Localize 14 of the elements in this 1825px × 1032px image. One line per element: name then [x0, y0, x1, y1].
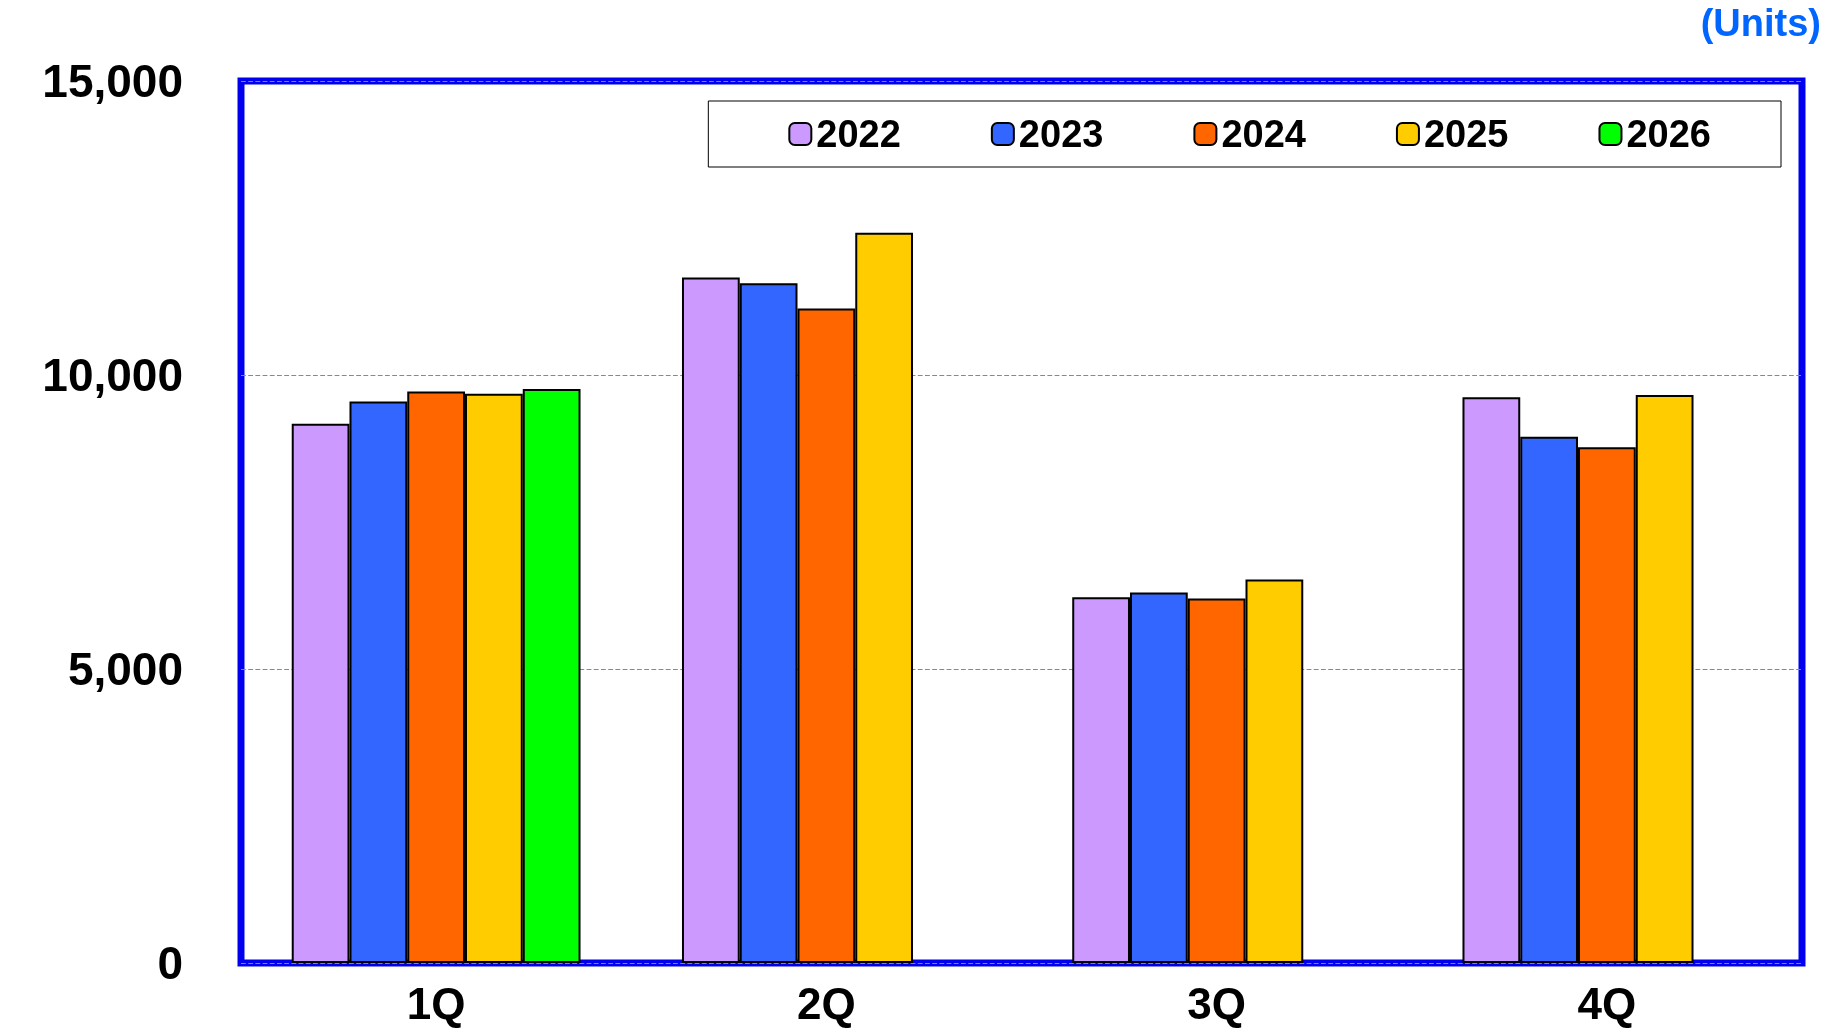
- legend-label: 2023: [1018, 113, 1104, 155]
- legend-label: 2026: [1626, 113, 1712, 155]
- x-tick-label: 3Q: [1187, 978, 1246, 1028]
- y-tick-label: 10,000: [42, 349, 183, 401]
- legend-label: 2025: [1423, 113, 1509, 155]
- y-tick-label: 0: [157, 937, 183, 989]
- y-tick-label: 5,000: [67, 643, 183, 695]
- text: (Units): [1700, 2, 1821, 44]
- x-tick-label: 4Q: [1577, 978, 1637, 1028]
- legend-label: 2024: [1221, 113, 1306, 155]
- x-tick-label: 1Q: [406, 978, 466, 1028]
- x-tick-label: 2Q: [797, 978, 856, 1028]
- y-tick-label: 15,000: [42, 55, 183, 107]
- legend-label: 2022: [816, 113, 901, 155]
